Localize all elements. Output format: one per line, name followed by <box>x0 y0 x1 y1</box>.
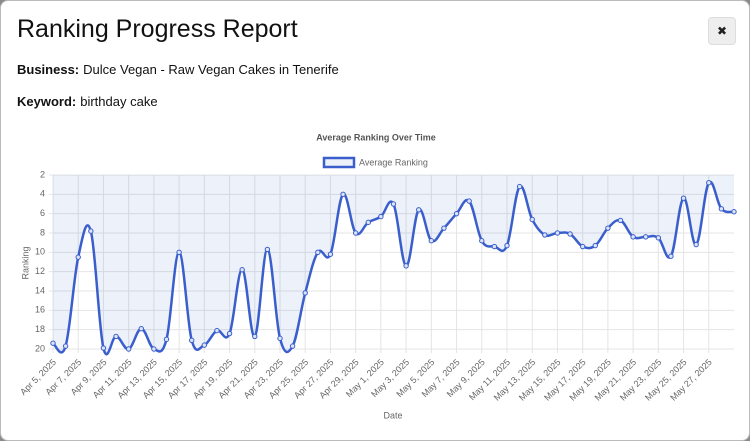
point <box>50 340 56 346</box>
point <box>718 206 725 212</box>
y-tick-label: 18 <box>35 324 45 334</box>
point <box>125 346 132 352</box>
point <box>264 246 271 253</box>
point <box>693 241 699 248</box>
point <box>138 326 144 332</box>
y-tick-label: 8 <box>40 227 45 237</box>
point <box>189 337 195 343</box>
x-axis-title: Date <box>383 410 402 420</box>
point <box>605 225 611 231</box>
point <box>491 243 498 250</box>
point <box>567 231 573 237</box>
point <box>176 249 182 256</box>
point <box>75 254 81 260</box>
point <box>680 195 687 201</box>
point <box>554 230 561 236</box>
business-row: Business: Dulce Vegan - Raw Vegan Cakes i… <box>17 62 339 77</box>
y-tick-label: 12 <box>35 266 45 276</box>
area <box>53 175 734 355</box>
point <box>352 230 359 236</box>
point <box>731 209 737 215</box>
keyword-row: Keyword: birthday cake <box>17 94 158 109</box>
point <box>289 343 296 349</box>
point <box>441 225 447 231</box>
chart-title: Average Ranking Over Time <box>316 132 436 142</box>
point <box>302 290 308 296</box>
point <box>416 207 422 213</box>
point <box>479 238 485 244</box>
point <box>428 238 435 244</box>
close-button[interactable]: ✖ <box>708 17 736 45</box>
y-tick-label: 6 <box>40 208 45 218</box>
business-label: Business: <box>17 62 80 77</box>
point <box>340 191 346 198</box>
point <box>617 217 624 224</box>
y-tick-label: 20 <box>35 343 45 353</box>
point <box>542 232 548 238</box>
y-tick-label: 2 <box>40 169 45 179</box>
point <box>630 234 636 240</box>
point <box>668 253 674 259</box>
point <box>201 342 208 348</box>
y-tick-label: 10 <box>35 247 45 257</box>
point <box>655 235 662 241</box>
y-tick-label: 4 <box>40 189 45 199</box>
point <box>252 333 258 340</box>
point <box>504 242 510 249</box>
point <box>151 346 157 352</box>
keyword-value: birthday cake <box>80 94 158 109</box>
modal-title: Ranking Progress Report <box>17 15 298 43</box>
point <box>390 201 397 207</box>
point <box>214 327 220 334</box>
business-value: Dulce Vegan - Raw Vegan Cakes in Tenerif… <box>83 62 339 77</box>
point <box>706 180 712 186</box>
point <box>100 345 107 351</box>
point <box>62 343 69 349</box>
point <box>277 335 283 342</box>
point <box>643 234 649 240</box>
point <box>327 251 334 257</box>
point <box>88 228 94 234</box>
point <box>453 210 460 217</box>
point <box>516 183 523 190</box>
point <box>378 213 384 220</box>
point <box>239 267 245 273</box>
point <box>113 333 119 340</box>
point <box>403 263 409 269</box>
keyword-label: Keyword: <box>17 94 77 109</box>
legend-swatch <box>322 156 356 169</box>
point <box>365 219 371 226</box>
point <box>592 242 598 249</box>
y-tick-label: 16 <box>35 305 45 315</box>
point <box>579 243 586 250</box>
point <box>529 216 535 223</box>
point <box>466 198 472 204</box>
point <box>226 330 233 337</box>
y-tick-label: 14 <box>35 285 45 295</box>
legend-label: Average Ranking <box>359 157 428 167</box>
point <box>315 249 321 256</box>
point <box>163 336 170 343</box>
y-axis-title: Ranking <box>20 246 30 279</box>
